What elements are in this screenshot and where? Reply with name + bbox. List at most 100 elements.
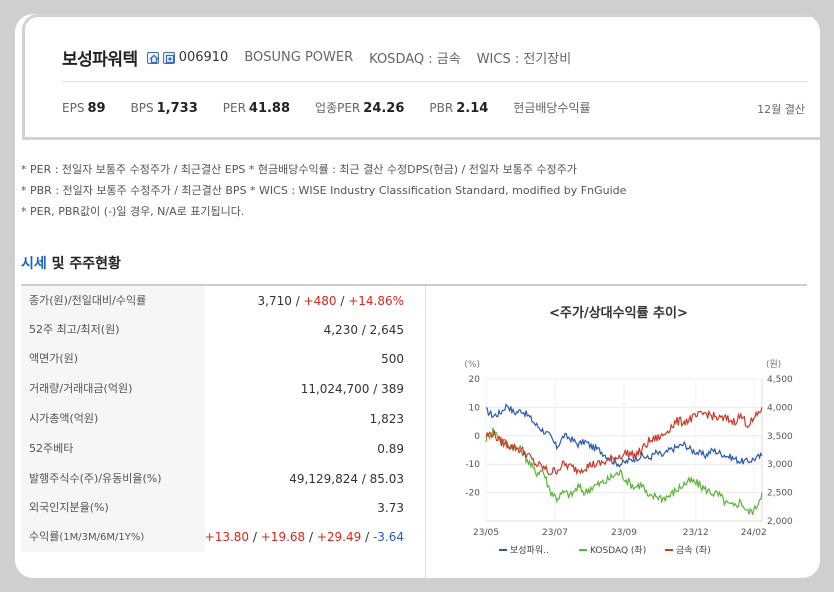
announcement-icon[interactable] [162, 51, 175, 64]
home-icon[interactable] [146, 51, 159, 64]
returns-label: 수익률 [29, 530, 60, 543]
metric-industry-per: 업종PER 24.26 [315, 99, 404, 116]
metric-per-label: PER [222, 101, 246, 115]
separator: / [336, 294, 349, 308]
row-label: 외국인지분율(%) [21, 493, 205, 523]
row-value: 500 [381, 352, 404, 366]
table-row: 수익률(1M/3M/6M/1Y%) +13.80 / +19.68 / +29.… [21, 522, 422, 552]
footnote-per: * PER : 전일자 보통주 수정주가 / 최근결산 EPS * 현금배당수익… [21, 163, 577, 176]
price-change-rate: +14.86% [348, 294, 404, 308]
table-row: 액면가(원) 500 [21, 344, 422, 374]
right-tick-label: 3,500 [767, 432, 793, 442]
row-label: 거래량/거래대금(억원) [21, 374, 205, 404]
section-title-highlight: 시세 [21, 256, 47, 272]
separator: / [361, 530, 373, 544]
table-row: 거래량/거래대금(억원) 11,024,700 / 389 [21, 374, 422, 404]
legend-label: KOSDAQ (좌) [590, 545, 646, 556]
metric-bps-label: BPS [130, 101, 154, 115]
market-industry: KOSDAQ : 금속 [369, 52, 461, 67]
x-tick-label: 23/07 [542, 528, 568, 538]
section-title: 시세 및 주주현황 [21, 253, 121, 273]
metric-pbr: PBR 2.14 [429, 101, 488, 116]
right-tick-label: 2,500 [767, 489, 793, 499]
metric-per: PER 41.88 [223, 101, 290, 116]
metric-dividend-yield-label: 현금배당수익률 [513, 101, 591, 115]
row-value: 11,024,700 / 389 [300, 382, 404, 396]
x-tick-label: 23/05 [473, 528, 499, 538]
separator: / [291, 294, 304, 308]
right-axis-unit: (원) [766, 359, 781, 370]
series-line-1 [485, 427, 763, 515]
left-tick-label: -10 [465, 460, 480, 470]
chart-title: <주가/상대수익률 추이> [549, 306, 688, 321]
separator: / [305, 530, 317, 544]
metric-dividend-yield: 현금배당수익률 [513, 99, 593, 116]
series-line-0 [485, 403, 763, 468]
left-tick-label: 10 [469, 403, 481, 413]
row-value: 3,710 / +480 / +14.86% [258, 286, 404, 316]
x-tick-label: 23/12 [683, 528, 709, 538]
metric-pbr-value: 2.14 [456, 101, 489, 116]
table-row: 52주베타 0.89 [21, 434, 422, 464]
row-value: 1,823 [369, 412, 404, 426]
right-tick-label: 4,500 [767, 375, 793, 385]
price-chart-panel: <주가/상대수익률 추이> (%) (원) 20 10 0 -10 -20 4,500 4,00… [426, 286, 811, 578]
metric-eps: EPS 89 [62, 101, 106, 116]
footnote-pbr: * PBR : 전일자 보통주 수정주가 / 최근결산 BPS * WICS :… [21, 184, 627, 197]
right-tick-label: 3,000 [767, 460, 793, 470]
metric-eps-label: EPS [62, 101, 85, 115]
company-name: 보성파워텍 [62, 50, 138, 70]
metric-per-value: 41.88 [248, 101, 291, 116]
series-line-2 [485, 407, 763, 476]
row-value: 3.73 [377, 501, 404, 515]
row-label: 52주 최고/최저(원) [21, 315, 205, 345]
separator: / [249, 530, 261, 544]
key-metrics: EPS 89 BPS 1,733 PER 41.88 업종PER 24.26 PBR 2.… [62, 99, 619, 116]
footnote-na: * PER, PBR값이 (-)일 경우, N/A로 표기됩니다. [21, 205, 245, 218]
metric-pbr-label: PBR [429, 101, 454, 115]
legend-label: 보성파워.. [510, 545, 549, 556]
close-price: 3,710 [257, 294, 292, 308]
metric-industry-per-label: 업종PER [315, 101, 361, 115]
left-tick-label: 0 [474, 432, 480, 442]
row-value: 49,129,824 / 85.03 [289, 472, 404, 486]
header-divider [62, 81, 808, 82]
table-top-border [21, 284, 807, 286]
return-3m: +19.68 [260, 530, 306, 544]
row-label: 수익률(1M/3M/6M/1Y%) [21, 522, 205, 552]
price-change: +480 [303, 294, 337, 308]
wics-sector: WICS : 전기장비 [476, 52, 572, 67]
legend-label: 금속 (좌) [676, 545, 711, 556]
english-name: BOSUNG POWER [244, 50, 354, 65]
row-label: 액면가(원) [21, 344, 205, 374]
settlement-month: 12월 결산 [757, 103, 805, 116]
table-row: 발행주식수(주)/유동비율(%) 49,129,824 / 85.03 [21, 464, 422, 494]
right-tick-label: 2,000 [767, 517, 793, 527]
table-row: 52주 최고/최저(원) 4,230 / 2,645 [21, 315, 422, 345]
left-tick-label: -20 [465, 489, 480, 499]
table-row: 시가총액(억원) 1,823 [21, 404, 422, 434]
row-value: 0.89 [377, 442, 404, 456]
table-row: 종가(원)/전일대비/수익률 3,710 / +480 / +14.86% [21, 286, 422, 316]
company-summary-card: 보성파워텍 006910 BOSUNG POWER KOSDAQ : 금속 WI… [15, 14, 820, 578]
metric-bps-value: 1,733 [156, 101, 198, 116]
x-tick-label: 24/02 [741, 528, 767, 538]
company-title-row: 보성파워텍 006910 BOSUNG POWER KOSDAQ : 금속 WI… [62, 45, 571, 70]
left-axis-unit: (%) [464, 360, 480, 370]
price-chart[interactable]: (%) (원) 20 10 0 -10 -20 4,500 4,000 3,500 3,000 2,5… [426, 286, 811, 578]
row-value: +13.80 / +19.68 / +29.49 / -3.64 [205, 522, 404, 552]
footnotes: * PER : 전일자 보통주 수정주가 / 최근결산 EPS * 현금배당수익… [21, 159, 626, 222]
left-tick-label: 20 [469, 375, 481, 385]
row-label: 시가총액(억원) [21, 404, 205, 434]
metric-industry-per-value: 24.26 [363, 101, 405, 116]
x-tick-label: 23/09 [611, 528, 637, 538]
metric-bps: BPS 1,733 [131, 101, 198, 116]
row-label: 52주베타 [21, 434, 205, 464]
row-label: 발행주식수(주)/유동비율(%) [21, 464, 205, 494]
row-label: 종가(원)/전일대비/수익률 [21, 286, 205, 316]
company-header: 보성파워텍 006910 BOSUNG POWER KOSDAQ : 금속 WI… [22, 14, 820, 140]
metric-eps-value: 89 [87, 101, 106, 116]
stock-code: 006910 [178, 50, 229, 65]
returns-label-periods: (1M/3M/6M/1Y%) [59, 532, 145, 543]
table-row: 외국인지분율(%) 3.73 [21, 493, 422, 523]
